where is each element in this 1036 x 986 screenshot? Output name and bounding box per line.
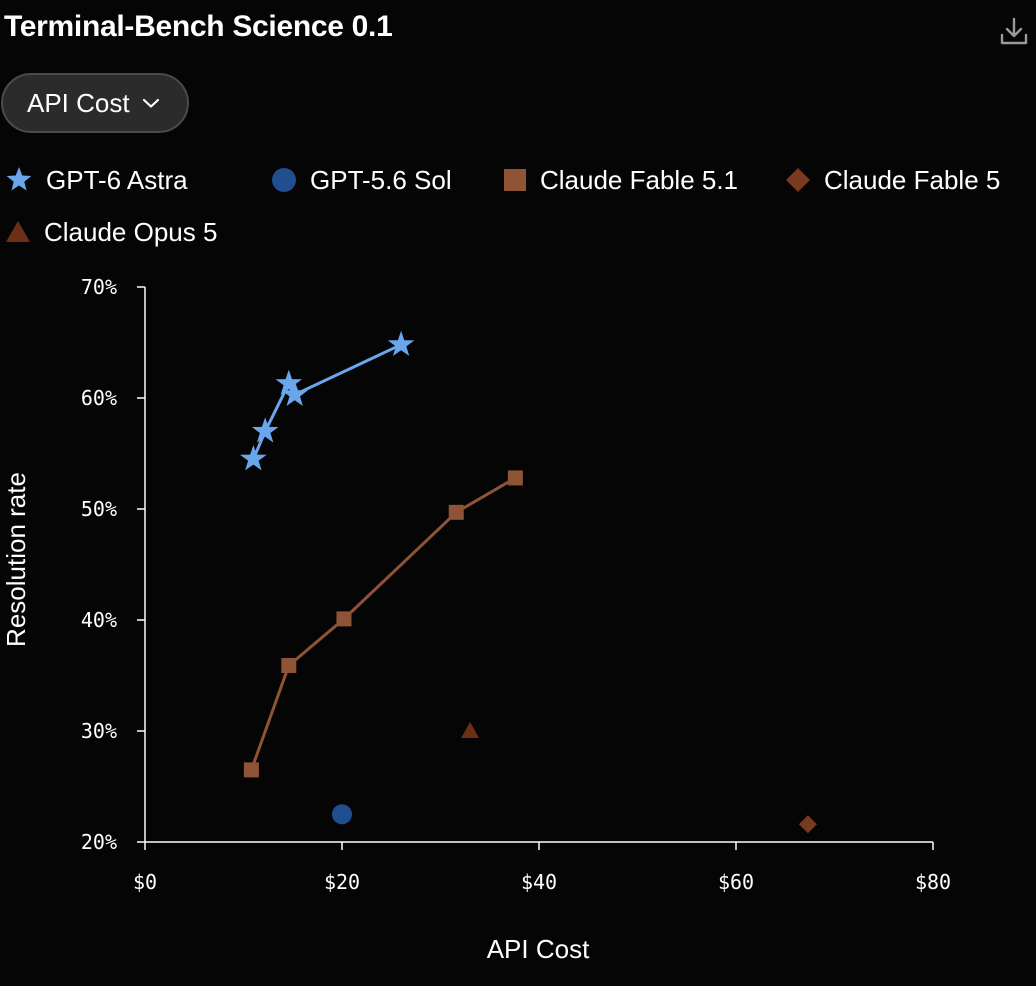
x-tick-label: $40 [521, 870, 557, 894]
y-tick-label: 70% [81, 275, 117, 299]
diamond-icon [786, 168, 810, 192]
download-icon [1000, 17, 1028, 45]
y-tick-label: 60% [81, 386, 117, 410]
circle-icon [272, 168, 296, 192]
legend-item-claude-fable-5-1[interactable]: Claude Fable 5.1 [502, 163, 738, 197]
data-point-claude-fable-5-1 [507, 470, 523, 486]
legend-item-claude-fable-5[interactable]: Claude Fable 5 [784, 163, 1000, 197]
x-axis-title: API Cost [487, 934, 590, 964]
data-point-claude-fable-5-1 [448, 504, 464, 520]
data-point-claude-fable-5-1 [281, 658, 297, 674]
data-point-claude-fable-5-1 [243, 762, 259, 778]
data-point-gpt-6-astra [251, 417, 279, 443]
metric-dropdown[interactable]: API Cost [1, 73, 189, 133]
y-tick-label: 50% [81, 497, 117, 521]
y-tick-label: 20% [81, 830, 117, 854]
x-tick-label: $20 [324, 870, 360, 894]
legend-label: Claude Opus 5 [44, 216, 218, 247]
star-icon [6, 167, 32, 191]
y-tick-label: 30% [81, 719, 117, 743]
legend-item-claude-opus-5[interactable]: Claude Opus 5 [4, 215, 217, 249]
square-icon [504, 169, 526, 191]
legend-item-gpt-5-6-sol[interactable]: GPT-5.6 Sol [270, 163, 452, 197]
legend-label: GPT-6 Astra [46, 164, 188, 195]
page-title: Terminal-Bench Science 0.1 [4, 10, 393, 43]
series-line-gpt-6-astra [252, 343, 402, 460]
data-point-claude-opus-5 [461, 722, 480, 738]
y-tick-label: 40% [81, 608, 117, 632]
chevron-down-icon [142, 98, 159, 108]
legend-item-gpt-6-astra[interactable]: GPT-6 Astra [4, 163, 188, 197]
y-axis-title: Resolution rate [1, 472, 31, 647]
data-point-gpt-6-astra [281, 380, 308, 406]
data-point-gpt-6-astra [240, 445, 267, 471]
data-point-gpt-5-6-sol [332, 804, 352, 825]
x-tick-label: $80 [915, 870, 951, 894]
data-point-gpt-6-astra [387, 330, 415, 356]
data-point-gpt-6-astra [275, 369, 303, 395]
metric-dropdown-label: API Cost [27, 87, 130, 118]
data-point-claude-fable-5 [798, 815, 817, 834]
download-button[interactable] [996, 14, 1032, 50]
series-line-claude-fable-5-1 [249, 476, 517, 771]
data-point-claude-fable-5-1 [336, 611, 352, 627]
legend-label: GPT-5.6 Sol [310, 164, 452, 195]
legend-label: Claude Fable 5 [824, 164, 1001, 195]
legend-label: Claude Fable 5.1 [540, 164, 739, 195]
x-tick-label: $0 [133, 870, 157, 894]
x-tick-label: $60 [718, 870, 754, 894]
triangle-icon [6, 221, 30, 242]
